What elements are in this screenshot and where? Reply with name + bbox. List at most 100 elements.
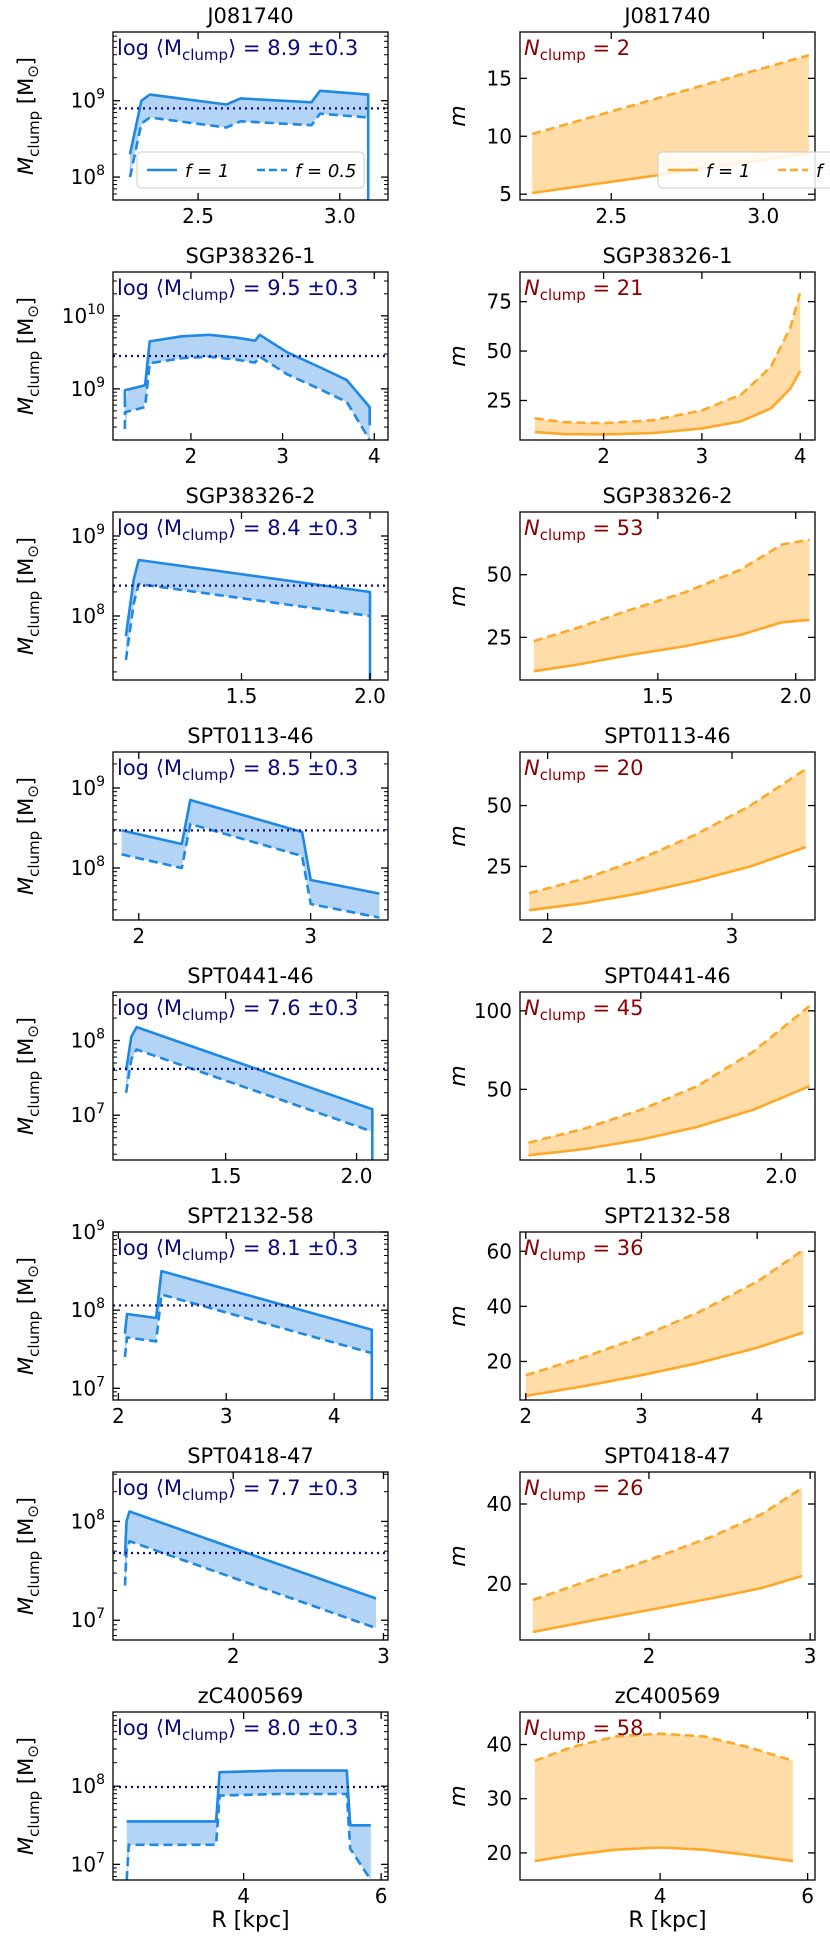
panel-title: SGP38326-2 — [185, 484, 315, 508]
series-line-f1 — [533, 618, 810, 673]
clump-count-annotation: Nclump = 21 — [524, 276, 643, 304]
panel-mass-1: J081740 2.5 3.0 108 109 log ⟨Mclump⟩ = 8.9 ±0… — [14, 4, 389, 228]
y-tick-label: 5 — [499, 182, 512, 206]
y-axis-label: m — [446, 1305, 471, 1326]
clump-count-annotation: Nclump = 58 — [524, 1716, 643, 1744]
legend-label-solid: f = 1 — [185, 161, 229, 182]
panel-title: SPT0441-46 — [604, 964, 731, 988]
y-tick-label: 108 — [71, 1296, 105, 1322]
panel-multiplicity-6: SPT2132-58 2 3 4 20 40 60 Nclump = 36 m — [446, 1204, 816, 1428]
y-tick-label: 75 — [487, 290, 512, 314]
x-tick-label: 3.0 — [747, 204, 779, 228]
panel-title: SPT0113-46 — [604, 724, 731, 748]
x-tick-label: 2 — [597, 444, 610, 468]
series-line-f1 — [123, 333, 372, 426]
series-line-f05 — [124, 1048, 373, 1133]
x-tick-label: 2 — [541, 924, 554, 948]
y-axis-label: m — [446, 105, 471, 126]
x-tick-label: 4 — [751, 1404, 764, 1428]
axes-frame — [519, 751, 816, 921]
panel-title: SGP38326-2 — [602, 484, 732, 508]
y-tick-label: 108 — [71, 854, 105, 880]
series-line-f05 — [124, 582, 371, 661]
x-tick-label: 6 — [375, 1884, 388, 1908]
y-tick-label: 10 — [487, 124, 512, 148]
clump-count-annotation: Nclump = 53 — [524, 516, 643, 544]
series-line-f05 — [525, 1248, 805, 1377]
uncertainty-band — [534, 1733, 793, 1861]
panel-title: SGP38326-1 — [602, 244, 732, 268]
panel-title: SPT0113-46 — [187, 724, 314, 748]
x-tick-label: 1.5 — [226, 684, 258, 708]
series-line-f05 — [528, 767, 807, 895]
series-line-f1 — [124, 558, 372, 680]
y-tick-label: 40 — [487, 1492, 512, 1516]
x-tick-label: 4 — [237, 1884, 250, 1908]
uncertainty-band — [532, 1488, 803, 1632]
x-tick-label: 3 — [220, 1404, 233, 1428]
panel-mass-6: SPT2132-58 2 3 4 107 108 109 log ⟨Mclump⟩ = 8.1… — [14, 1204, 389, 1428]
uncertainty-band — [130, 90, 369, 178]
series-line-f1 — [126, 1769, 371, 1827]
mean-mass-annotation: log ⟨Mclump⟩ = 8.4 ±0.3 — [117, 516, 358, 544]
panel-mass-3: SGP38326-2 1.5 2.0 108 109 log ⟨Mclump⟩ = 8.4… — [14, 484, 389, 708]
y-tick-label: 40 — [487, 1294, 512, 1318]
series-line-f05 — [534, 1732, 794, 1763]
legend: f = 1 f = 0.5 — [657, 151, 830, 189]
y-tick-label: 60 — [487, 1239, 512, 1263]
series-line-f05 — [533, 538, 810, 643]
series-line-f1 — [525, 1331, 804, 1398]
panel-multiplicity-1: J081740 2.5 3.0 5 10 15 Nclump = 2 f = 1 f = 0.5… — [446, 4, 830, 228]
y-axis-label: m — [446, 825, 471, 846]
panel-mass-2: SGP38326-1 2 3 4 109 1010 log ⟨Mclump⟩ = 9.5 ±… — [14, 244, 389, 468]
x-axis-label: R [kpc] — [211, 1908, 289, 1933]
x-tick-label: 1.5 — [210, 1164, 242, 1188]
legend: f = 1 f = 0.5 — [136, 151, 365, 189]
panel-title: SPT0418-47 — [187, 1444, 314, 1468]
y-tick-label: 108 — [71, 602, 105, 628]
y-axis-label: m — [446, 1065, 471, 1086]
panel-title: zC400569 — [198, 1684, 304, 1708]
x-axis-label: R [kpc] — [628, 1908, 706, 1933]
panel-multiplicity-4: SPT0113-46 2 3 25 50 Nclump = 20 m — [446, 724, 816, 948]
x-tick-label: 2.0 — [765, 1164, 797, 1188]
panel-multiplicity-8: zC400569 4 6 20 30 40 Nclump = 58 m R [kpc] — [446, 1684, 816, 1933]
y-tick-label: 20 — [487, 1349, 512, 1373]
y-tick-label: 40 — [487, 1733, 512, 1757]
y-tick-label: 20 — [487, 1572, 512, 1596]
uncertainty-band — [525, 1249, 804, 1396]
y-tick-label: 109 — [71, 774, 105, 800]
x-tick-label: 2 — [227, 1644, 240, 1668]
y-tick-label: 30 — [487, 1787, 512, 1811]
panel-multiplicity-3: SGP38326-2 1.5 2.0 25 50 Nclump = 53 m — [446, 484, 816, 708]
axes-frame — [519, 1711, 816, 1881]
y-axis-label: Mclump [M⊙] — [14, 1497, 43, 1615]
series-line-f1 — [534, 370, 802, 436]
legend-label-solid: f = 1 — [706, 161, 750, 182]
y-axis-label: Mclump [M⊙] — [14, 1017, 43, 1135]
y-tick-label: 25 — [487, 625, 512, 649]
series-line-f05 — [531, 53, 810, 136]
y-axis-label: Mclump [M⊙] — [14, 1737, 43, 1855]
x-tick-label: 2 — [132, 924, 145, 948]
x-tick-label: 4 — [794, 444, 807, 468]
series-line-f1 — [123, 1269, 374, 1400]
series-line-f05 — [534, 291, 802, 425]
panel-title: J081740 — [622, 4, 710, 28]
y-tick-label: 107 — [71, 1850, 105, 1876]
axes-frame — [519, 271, 816, 441]
x-tick-label: 2 — [112, 1404, 125, 1428]
panel-title: SPT0441-46 — [187, 964, 314, 988]
y-tick-label: 107 — [71, 1374, 105, 1400]
y-axis-label: Mclump [M⊙] — [14, 297, 43, 415]
series-line-f05 — [123, 355, 371, 440]
clump-count-annotation: Nclump = 45 — [524, 996, 643, 1024]
y-tick-label: 108 — [71, 1507, 105, 1533]
series-line-f1 — [528, 1085, 810, 1157]
y-tick-label: 109 — [71, 375, 105, 401]
y-axis-label: m — [446, 1785, 471, 1806]
series-line-f05 — [528, 1005, 811, 1144]
x-tick-label: 2.0 — [780, 684, 812, 708]
legend-box — [657, 151, 830, 189]
